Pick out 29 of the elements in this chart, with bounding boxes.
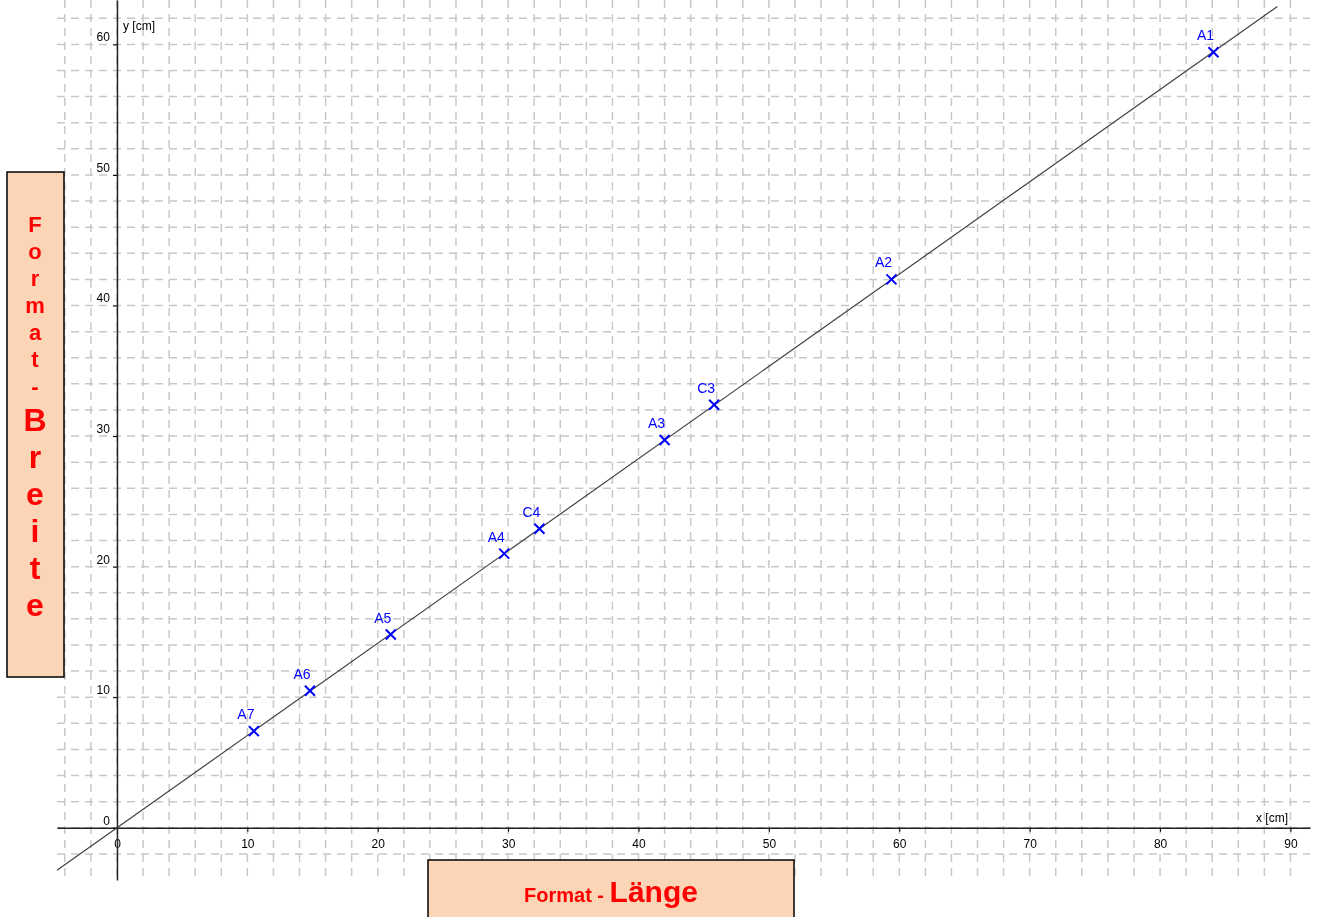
x-tick-label: 60	[893, 836, 907, 851]
annotation: A7	[237, 706, 255, 723]
annotation: A2	[874, 254, 893, 271]
x-tick-label: 40	[632, 836, 647, 851]
x-tick-label: 80	[1153, 836, 1168, 851]
y-tick-label: 10	[96, 683, 111, 698]
x-tick-label: 70	[1023, 836, 1038, 851]
x-tick-label: 50	[762, 836, 777, 851]
y-axis-title: y [cm]	[122, 19, 155, 33]
y-tick-label: 40	[96, 291, 111, 306]
y-tick-label: 50	[96, 160, 111, 175]
x-tick-label: 90	[1284, 836, 1298, 851]
x-axis-title: x [cm]	[1256, 810, 1288, 825]
y-tick-label: 30	[96, 421, 111, 436]
x-tick-label: 30	[501, 836, 516, 851]
annotation: A5	[374, 609, 392, 626]
annotation: C3	[697, 379, 716, 396]
y-tick-label: 60	[96, 30, 111, 45]
annotation: Format - Länge	[524, 875, 698, 908]
x-tick-label: 10	[241, 836, 255, 851]
y-tick-label: 20	[96, 552, 111, 567]
annotation: A6	[293, 665, 311, 682]
annotation: A1	[1196, 27, 1215, 44]
annotation: C4	[522, 503, 541, 520]
text: Format-Breite	[23, 212, 47, 623]
y-tick-label: 0	[103, 813, 111, 828]
annotation: A4	[487, 528, 505, 545]
annotation: A3	[648, 415, 666, 431]
x-tick-label: 20	[371, 836, 386, 851]
